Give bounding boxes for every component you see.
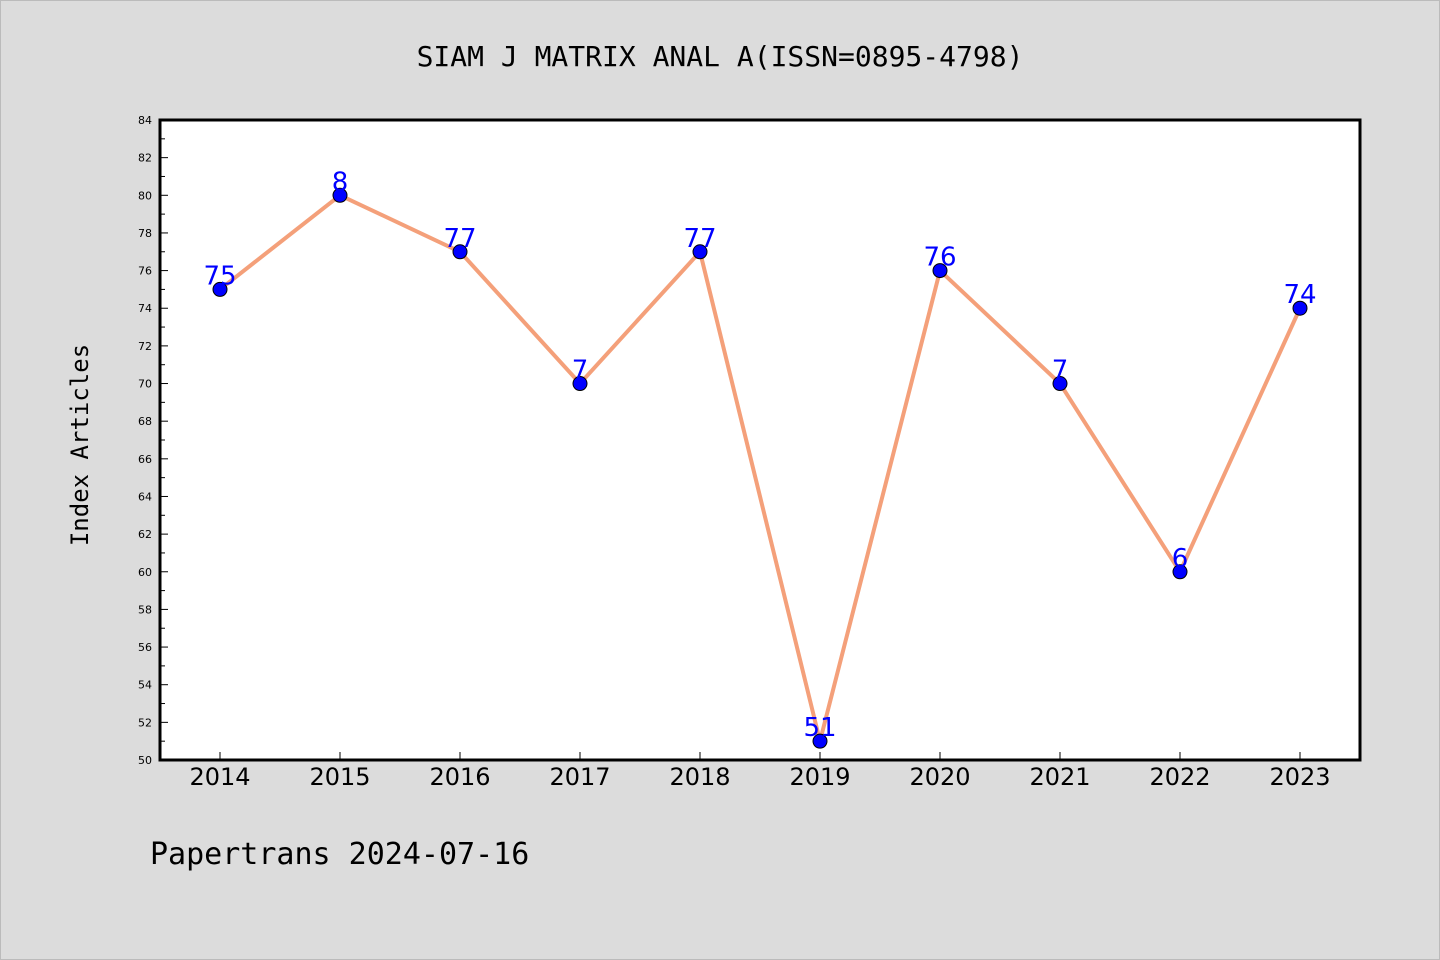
data-label-2020: 76 — [923, 243, 956, 273]
x-tick-label-2021: 2021 — [1029, 763, 1090, 791]
x-axis: 2014 2015 2016 2017 2018 2019 2020 2021 2022 2023 — [189, 752, 1331, 791]
y-tick-label-84: 84 — [138, 114, 152, 127]
data-label-2016: 77 — [443, 224, 476, 254]
data-point-2023 — [1292, 300, 1308, 316]
series-line — [218, 193, 1302, 744]
y-tick-label-78: 78 — [138, 227, 152, 240]
y-tick-label-54: 54 — [138, 679, 152, 692]
data-label-2023: 74 — [1283, 280, 1316, 310]
x-tick-label-2020: 2020 — [909, 763, 970, 791]
y-tick-label-64: 64 — [138, 490, 152, 503]
x-tick-label-2016: 2016 — [429, 763, 490, 791]
plot-border — [158, 118, 1362, 762]
data-point-2021 — [1052, 376, 1068, 392]
y-tick-label-52: 52 — [138, 716, 152, 729]
data-point-2018 — [692, 244, 708, 260]
y-axis-label: Index Articles — [66, 344, 94, 546]
x-tick-label-2015: 2015 — [309, 763, 370, 791]
y-tick-label-74: 74 — [138, 302, 152, 315]
y-tick-label-70: 70 — [138, 378, 152, 391]
data-label-2015: 8 — [332, 167, 349, 197]
data-point-2020 — [932, 263, 948, 279]
y-tick-label-58: 58 — [138, 603, 152, 616]
y-tick-label-56: 56 — [138, 641, 152, 654]
data-label-2017: 7 — [572, 356, 589, 386]
y-tick-label-66: 66 — [138, 453, 152, 466]
y-tick-label-50: 50 — [138, 754, 152, 767]
chart-title: SIAM J MATRIX ANAL A(ISSN=0895-4798) — [417, 40, 1024, 73]
y-tick-label-62: 62 — [138, 528, 152, 541]
y-tick-label-60: 60 — [138, 566, 152, 579]
data-point-2017 — [572, 376, 588, 392]
y-tick-label-82: 82 — [138, 152, 152, 165]
x-tick-label-2023: 2023 — [1269, 763, 1330, 791]
x-tick-label-2014: 2014 — [189, 763, 250, 791]
y-tick-label-76: 76 — [138, 265, 152, 278]
data-point-2015 — [332, 187, 348, 203]
data-label-2018: 77 — [683, 224, 716, 254]
data-point-2016 — [452, 244, 468, 260]
footer-caption: Papertrans 2024-07-16 — [150, 837, 529, 872]
data-label-2022: 6 — [1172, 544, 1189, 574]
data-label-2019: 51 — [803, 713, 836, 743]
data-point-2022 — [1172, 564, 1188, 580]
x-tick-label-2019: 2019 — [789, 763, 850, 791]
data-point-2014 — [212, 281, 228, 297]
x-tick-label-2022: 2022 — [1149, 763, 1210, 791]
y-tick-label-80: 80 — [138, 189, 152, 202]
x-tick-label-2017: 2017 — [549, 763, 610, 791]
x-tick-label-2018: 2018 — [669, 763, 730, 791]
data-label-2021: 7 — [1052, 356, 1069, 386]
data-point-2019 — [812, 733, 828, 749]
y-tick-label-68: 68 — [138, 415, 152, 428]
plot-area — [160, 120, 1360, 760]
y-tick-label-72: 72 — [138, 340, 152, 353]
data-label-2014: 75 — [203, 261, 236, 291]
